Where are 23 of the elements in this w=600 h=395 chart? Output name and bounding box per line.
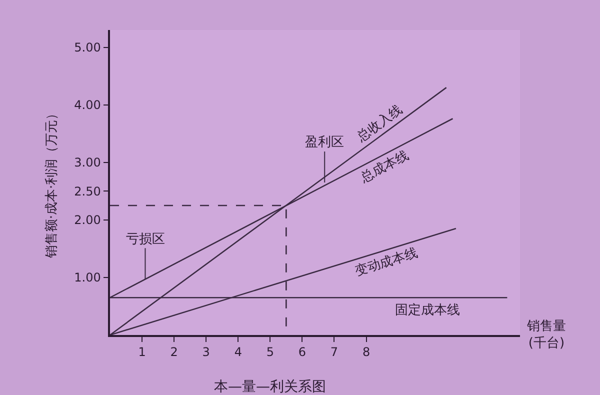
x-tick-label: 7 — [330, 345, 338, 360]
annotation: 盈利区 — [305, 135, 344, 150]
annotation: 亏损区 — [126, 232, 165, 247]
x-tick-label: 5 — [266, 345, 274, 360]
x-axis-title: 销售量 (千台) — [526, 319, 566, 351]
x-tick-label: 2 — [170, 345, 178, 360]
y-tick-label: 3.00 — [74, 156, 101, 170]
x-tick-label: 1 — [138, 345, 146, 360]
x-tick-label: 6 — [298, 345, 306, 360]
y-tick-label: 2.00 — [74, 213, 101, 228]
x-tick-label: 3 — [202, 345, 210, 360]
series-label: 固定成本线 — [395, 303, 460, 318]
text: 变动成本线 — [353, 246, 420, 280]
y-tick-label: 5.00 — [74, 40, 101, 54]
y-tick-label: 2.50 — [74, 184, 101, 198]
y-tick-label: 4.00 — [74, 98, 101, 112]
y-axis-title: 销售额·成本·利润（万元） — [44, 106, 60, 260]
x-tick-label: 4 — [234, 345, 242, 360]
x-tick-label: 8 — [362, 345, 370, 360]
text: 本—量—利关系图 — [214, 379, 326, 395]
text: 总成本线 — [358, 148, 412, 186]
text: 总收入线 — [354, 102, 406, 146]
y-tick-label: 1.00 — [74, 270, 101, 285]
